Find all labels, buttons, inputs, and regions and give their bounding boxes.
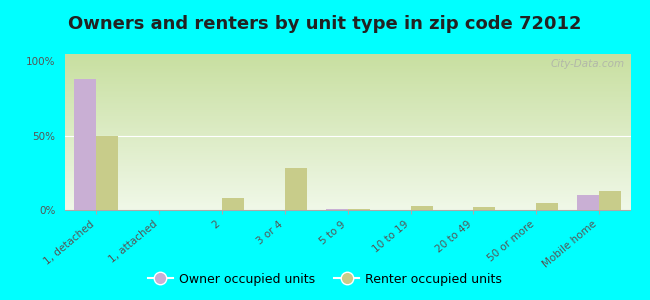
Text: City-Data.com: City-Data.com: [551, 59, 625, 69]
Bar: [577, 195, 599, 210]
Text: Owners and renters by unit type in zip code 72012: Owners and renters by unit type in zip c…: [68, 15, 582, 33]
Bar: [411, 206, 432, 210]
Bar: [285, 168, 307, 210]
Bar: [96, 136, 118, 210]
Legend: Owner occupied units, Renter occupied units: Owner occupied units, Renter occupied un…: [143, 268, 507, 291]
Bar: [536, 202, 558, 210]
Bar: [74, 79, 96, 210]
Bar: [222, 198, 244, 210]
Bar: [473, 207, 495, 210]
Bar: [599, 191, 621, 210]
Bar: [348, 208, 370, 210]
Bar: [326, 208, 348, 210]
